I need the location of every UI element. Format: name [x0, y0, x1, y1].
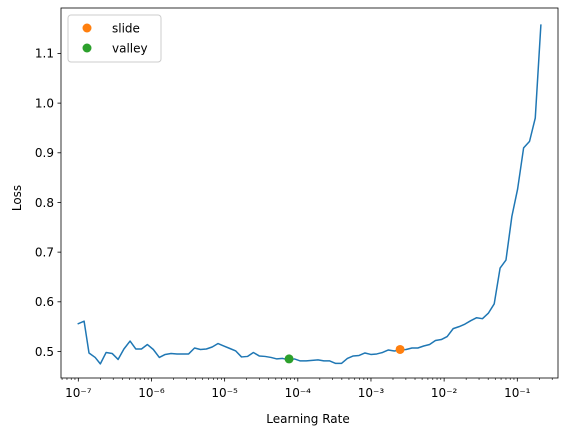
x-tick-label: 10⁻² [431, 386, 458, 400]
x-tick-label: 10⁻¹ [504, 386, 531, 400]
x-tick-label: 10⁻⁴ [285, 386, 312, 400]
x-tick-label: 10⁻³ [358, 386, 385, 400]
y-tick-label: 1.0 [35, 96, 54, 110]
legend-slide-swatch [82, 23, 92, 33]
legend-valley-label: valley [112, 41, 148, 55]
y-tick-label: 0.5 [35, 345, 54, 359]
slide-marker [395, 344, 405, 354]
valley-marker [284, 354, 294, 364]
x-tick-label: 10⁻⁶ [138, 386, 165, 400]
y-axis: 0.5 0.6 0.7 0.8 0.9 1.0 1.1 [35, 47, 61, 359]
y-tick-label: 0.7 [35, 245, 54, 259]
x-tick-label: 10⁻⁷ [65, 386, 92, 400]
x-axis: 10⁻⁷ 10⁻⁶ 10⁻⁵ 10⁻⁴ 10⁻³ 10⁻² 10⁻¹ [61, 378, 553, 400]
legend-slide-label: slide [112, 21, 140, 35]
legend: slide valley [67, 14, 162, 63]
x-axis-label: Learning Rate [266, 412, 349, 426]
axes-frame [60, 7, 559, 379]
y-tick-label: 0.6 [35, 295, 54, 309]
plot-area [60, 7, 559, 379]
x-tick-label: 10⁻⁵ [211, 386, 238, 400]
y-tick-label: 0.9 [35, 146, 54, 160]
y-axis-label: Loss [10, 185, 24, 211]
loss-curve-line [77, 24, 542, 365]
legend-valley-swatch [82, 43, 92, 53]
y-tick-label: 1.1 [35, 47, 54, 61]
y-tick-label: 0.8 [35, 196, 54, 210]
